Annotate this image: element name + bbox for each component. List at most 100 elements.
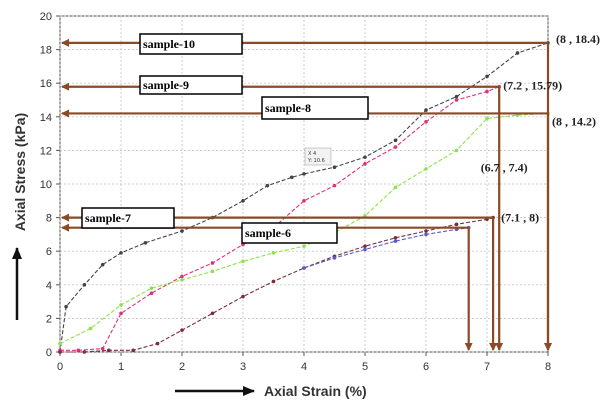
sample-7-point bbox=[82, 350, 87, 354]
sample-7-point bbox=[424, 229, 428, 233]
sample-10-point bbox=[290, 175, 294, 180]
x-tick-label: 5 bbox=[362, 361, 368, 373]
sample-9-label: sample-9 bbox=[143, 78, 189, 92]
y-tick-label: 16 bbox=[40, 78, 52, 90]
sample-7-label: sample-7 bbox=[85, 211, 131, 225]
sample-10-line bbox=[59, 42, 549, 353]
y-tick-label: 20 bbox=[40, 11, 52, 23]
sample-8-point bbox=[88, 326, 93, 331]
x-tick-label: 1 bbox=[118, 361, 124, 373]
sample-6-label: sample-6 bbox=[245, 226, 291, 240]
sample-9-point bbox=[332, 183, 337, 188]
sample-8-point bbox=[241, 259, 245, 264]
sample-8-point bbox=[302, 244, 306, 248]
sample-10-point bbox=[265, 183, 270, 188]
sample-6-point bbox=[424, 232, 428, 237]
point-annotation: (6.7 , 7.4) bbox=[481, 161, 528, 175]
x-tick-label: 4 bbox=[301, 361, 307, 373]
sample-7-point bbox=[241, 294, 245, 299]
x-tick-label: 2 bbox=[179, 361, 185, 373]
sample-8-point bbox=[180, 277, 184, 282]
point-annotation: (8 , 14.2) bbox=[552, 114, 596, 128]
y-tick-label: 18 bbox=[40, 45, 52, 57]
sample-7-point bbox=[454, 222, 459, 227]
tooltip-line-1: X 4 bbox=[308, 151, 316, 157]
sample-10-label-box bbox=[139, 33, 243, 55]
sample-8-point bbox=[454, 148, 459, 153]
sample-10-point bbox=[100, 262, 105, 267]
sample-9-point bbox=[485, 89, 489, 94]
y-tick-label: 12 bbox=[40, 145, 52, 157]
sample-10-label: sample-10 bbox=[143, 37, 195, 51]
point-annotation: (8 , 18.4) bbox=[556, 32, 600, 46]
sample-10-point bbox=[241, 199, 245, 203]
sample-7-point bbox=[363, 244, 367, 248]
sample-10-point bbox=[119, 251, 123, 255]
sample-6-point bbox=[363, 247, 367, 252]
sample-8-point bbox=[393, 185, 398, 190]
sample-9-point bbox=[119, 311, 123, 316]
y-tick-label: 14 bbox=[40, 112, 52, 124]
sample-9-point bbox=[302, 199, 306, 203]
grid bbox=[56, 15, 549, 356]
sample-10-point bbox=[64, 304, 68, 309]
sample-6-point bbox=[302, 266, 306, 270]
x-tick-label: 8 bbox=[545, 361, 551, 373]
y-tick-label: 2 bbox=[46, 313, 52, 325]
sample-7-point bbox=[393, 235, 398, 240]
sample-10-point bbox=[424, 108, 428, 112]
sample-8-point bbox=[424, 167, 428, 171]
sample-8-label-box bbox=[261, 96, 369, 120]
sample-8-point bbox=[58, 341, 62, 346]
sample-7-point bbox=[107, 348, 111, 353]
sample-9-point bbox=[149, 291, 154, 296]
sample-9-point bbox=[454, 98, 459, 102]
sample-7-point bbox=[271, 279, 276, 284]
sample-8-label: sample-8 bbox=[265, 101, 311, 115]
sample-9-point bbox=[393, 145, 398, 149]
sample-10-point bbox=[454, 94, 459, 99]
sample-7-point bbox=[155, 341, 160, 346]
sample-9-point bbox=[363, 162, 367, 166]
sample-10-point bbox=[82, 283, 87, 287]
sample-7-point bbox=[58, 350, 62, 354]
x-tick-label: 0 bbox=[57, 361, 63, 373]
label-group: (8 , 18.4) (7.2 , 15.79) (8 , 14.2) (6.7 , … bbox=[81, 32, 600, 244]
sample-6-point bbox=[393, 239, 398, 243]
sample-8-point bbox=[119, 303, 123, 307]
sample-8-point bbox=[210, 269, 215, 274]
sample-7-label-box bbox=[81, 207, 175, 229]
y-tick-label: 4 bbox=[46, 280, 52, 292]
tooltip-line-2: Y: 10.6 bbox=[307, 158, 325, 164]
sample-8-point bbox=[149, 286, 154, 290]
y-tick-label: 0 bbox=[46, 347, 52, 359]
x-tick-label: 7 bbox=[484, 361, 490, 373]
sample-9-point bbox=[180, 274, 184, 279]
x-tick-label: 3 bbox=[240, 361, 246, 373]
y-tick-label: 6 bbox=[46, 246, 52, 258]
y-tick-label: 10 bbox=[40, 179, 52, 191]
sample-8-point bbox=[485, 116, 489, 121]
sample-10-point bbox=[485, 74, 489, 79]
sample-9-point bbox=[100, 346, 105, 351]
sample-8-point bbox=[271, 251, 276, 255]
data-tooltip bbox=[304, 147, 332, 166]
sample-7-point bbox=[210, 311, 215, 316]
sample-10-point bbox=[180, 229, 184, 233]
sample-10-point bbox=[332, 165, 337, 169]
sample-6-label-box bbox=[241, 222, 338, 244]
y-axis-title: Axial Stress (kPa) bbox=[12, 113, 28, 231]
sample-9-label-box bbox=[139, 75, 243, 95]
sample-7-point bbox=[180, 328, 184, 332]
sample-9-point bbox=[424, 120, 428, 124]
sample-9-point bbox=[210, 261, 215, 265]
x-axis-title: Axial Strain (%) bbox=[264, 383, 367, 399]
x-tick-label: 6 bbox=[423, 361, 429, 373]
sample-10-point bbox=[143, 241, 148, 245]
sample-10-point bbox=[302, 172, 306, 176]
sample-9-point bbox=[76, 348, 81, 353]
sample-10-point bbox=[393, 138, 398, 143]
sample-10-point bbox=[363, 155, 367, 159]
